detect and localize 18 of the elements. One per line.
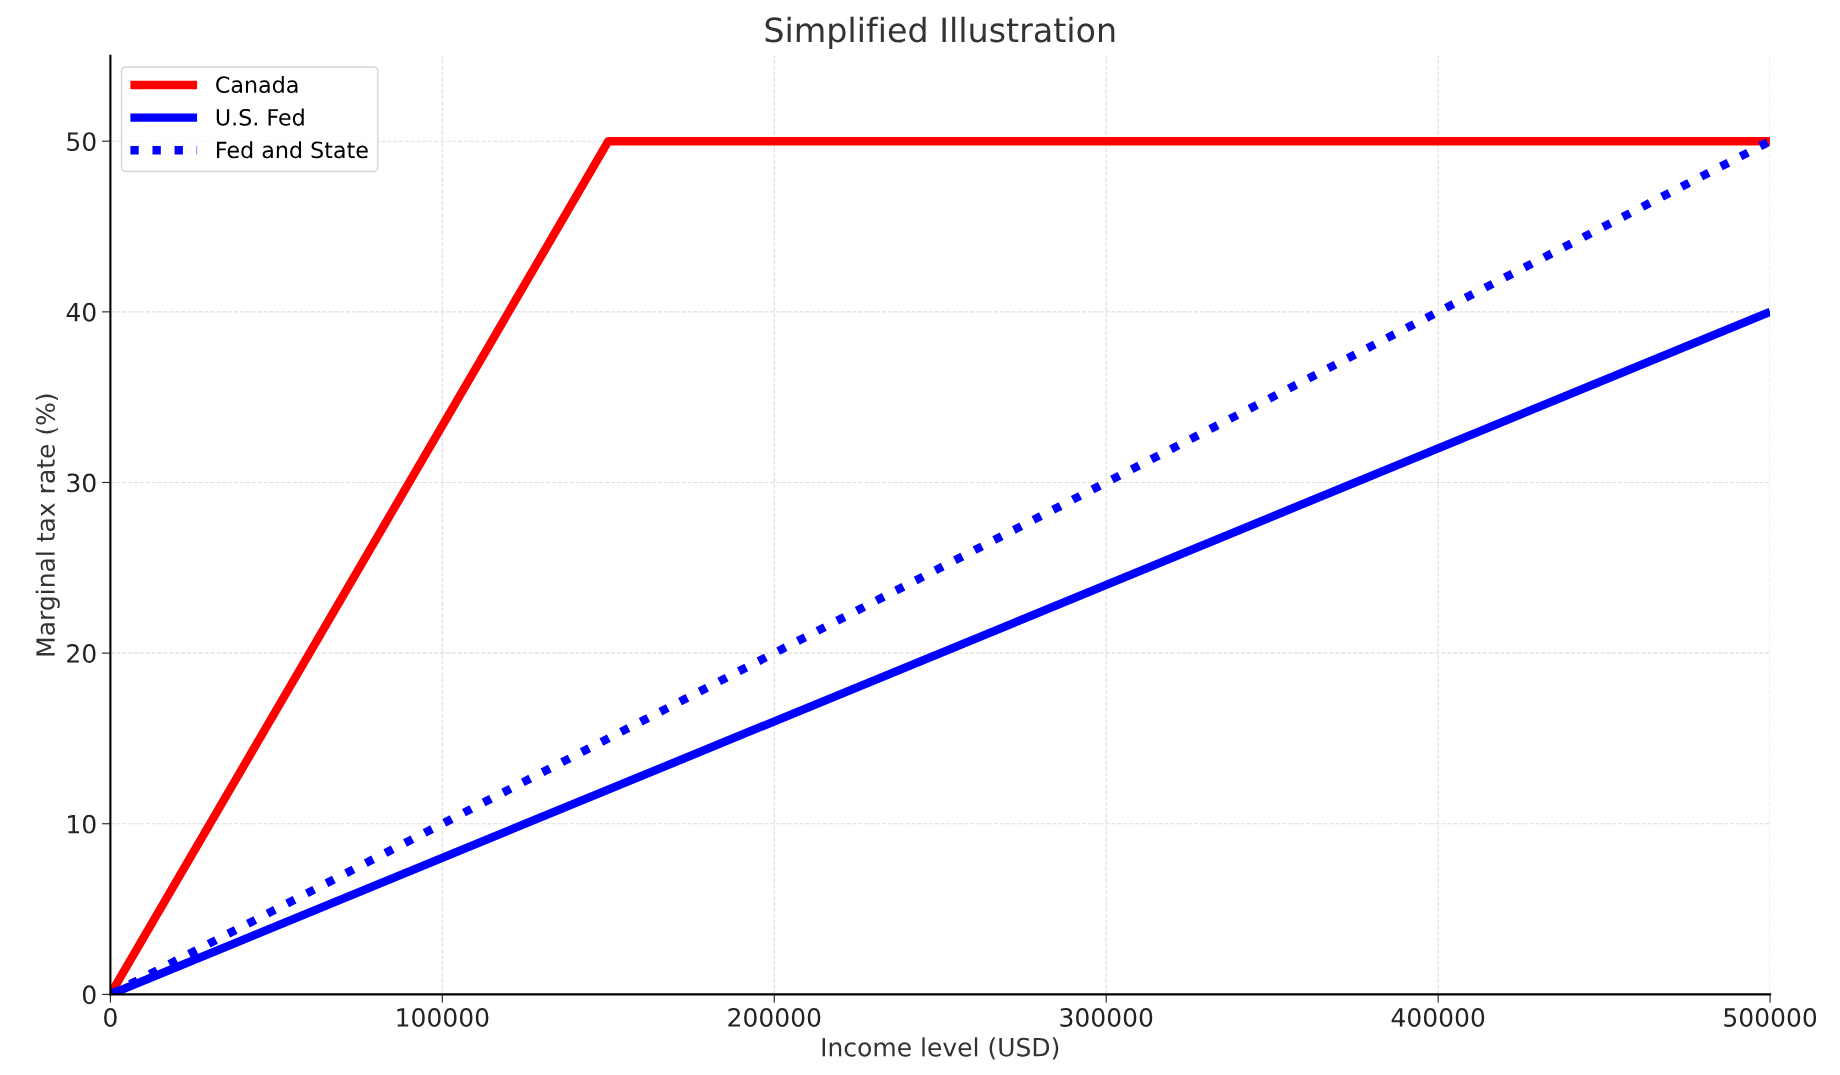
- x-tick-label: 400000: [1391, 1008, 1485, 1027]
- x-tick-label: 500000: [1724, 1008, 1817, 1027]
- y-tick-label: 20: [67, 644, 96, 663]
- y-tick-label: 10: [68, 814, 96, 834]
- y-tick-label: 50: [67, 132, 96, 152]
- chart-title: Simplified Illustration: [765, 16, 1115, 49]
- x-tick-label: 100000: [397, 1008, 489, 1027]
- y-tick-label: 0: [82, 985, 96, 1005]
- x-tick-label: 200000: [728, 1008, 821, 1027]
- legend-label: Canada: [216, 75, 298, 94]
- y-tick-label: 40: [66, 302, 96, 322]
- legend-label: Fed and State: [217, 141, 368, 159]
- y-tick-label: 30: [67, 473, 96, 493]
- x-tick-label: 300000: [1060, 1008, 1153, 1027]
- x-tick-label: 0: [104, 1008, 117, 1027]
- legend-label: U.S. Fed: [216, 108, 304, 126]
- x-axis-title: Income level (USD): [822, 1037, 1059, 1060]
- y-axis-title: Marginal tax rate (%): [35, 394, 60, 656]
